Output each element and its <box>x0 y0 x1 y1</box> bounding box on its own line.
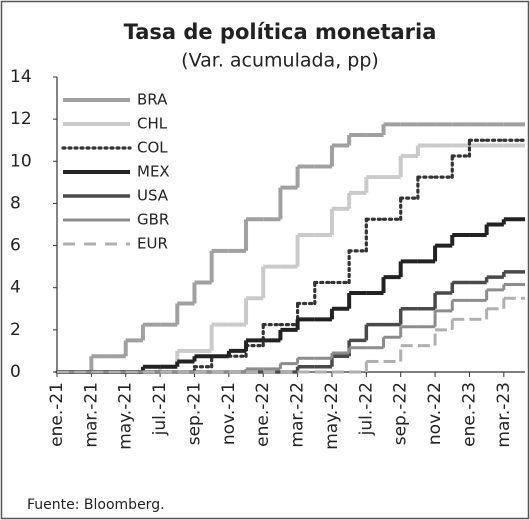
x-tick-label: mar.-21 <box>81 382 101 448</box>
x-tick-label: may.-21 <box>116 382 136 450</box>
y-tick-label: 6 <box>10 236 21 256</box>
x-tick-label: jul.-22 <box>356 382 376 436</box>
y-tick-label: 8 <box>10 193 21 213</box>
legend-label: CHL <box>137 115 168 133</box>
x-tick-label: may.-22 <box>322 382 342 450</box>
y-tick-label: 12 <box>10 109 32 129</box>
x-tick-label: ene.-22 <box>253 382 273 447</box>
x-tick-label: sep.-22 <box>391 382 411 445</box>
y-tick-label: 0 <box>10 362 21 382</box>
legend-label: USA <box>137 187 169 205</box>
x-tick-label: mar.-22 <box>288 382 308 448</box>
x-tick-label: ene.-23 <box>459 382 479 447</box>
x-tick-label: sep.-21 <box>184 382 204 445</box>
chart-title: Tasa de política monetaria <box>124 20 437 44</box>
y-tick-label: 14 <box>10 67 32 87</box>
legend-label: BRA <box>137 91 168 109</box>
step-riser <box>244 284 506 372</box>
step-riser <box>364 298 506 372</box>
legend-label: COL <box>137 139 168 157</box>
step-riser <box>140 219 506 372</box>
source: Fuente: Bloomberg. <box>27 497 165 513</box>
chart-subtitle: (Var. acumulada, pp) <box>181 50 379 72</box>
y-tick-label: 10 <box>10 151 32 171</box>
x-tick-label: nov.-21 <box>219 382 239 445</box>
y-tick-label: 4 <box>10 278 21 298</box>
legend-label: GBR <box>137 211 169 229</box>
x-tick-label: jul.-21 <box>150 382 170 436</box>
x-tick-label: nov.-22 <box>425 382 445 445</box>
x-tick-label: mar.-23 <box>494 382 514 448</box>
legend-label: MEX <box>137 163 170 181</box>
legend-label: EUR <box>137 235 168 253</box>
y-tick-label: 2 <box>10 320 21 340</box>
x-tick-label: ene.-21 <box>47 382 67 447</box>
